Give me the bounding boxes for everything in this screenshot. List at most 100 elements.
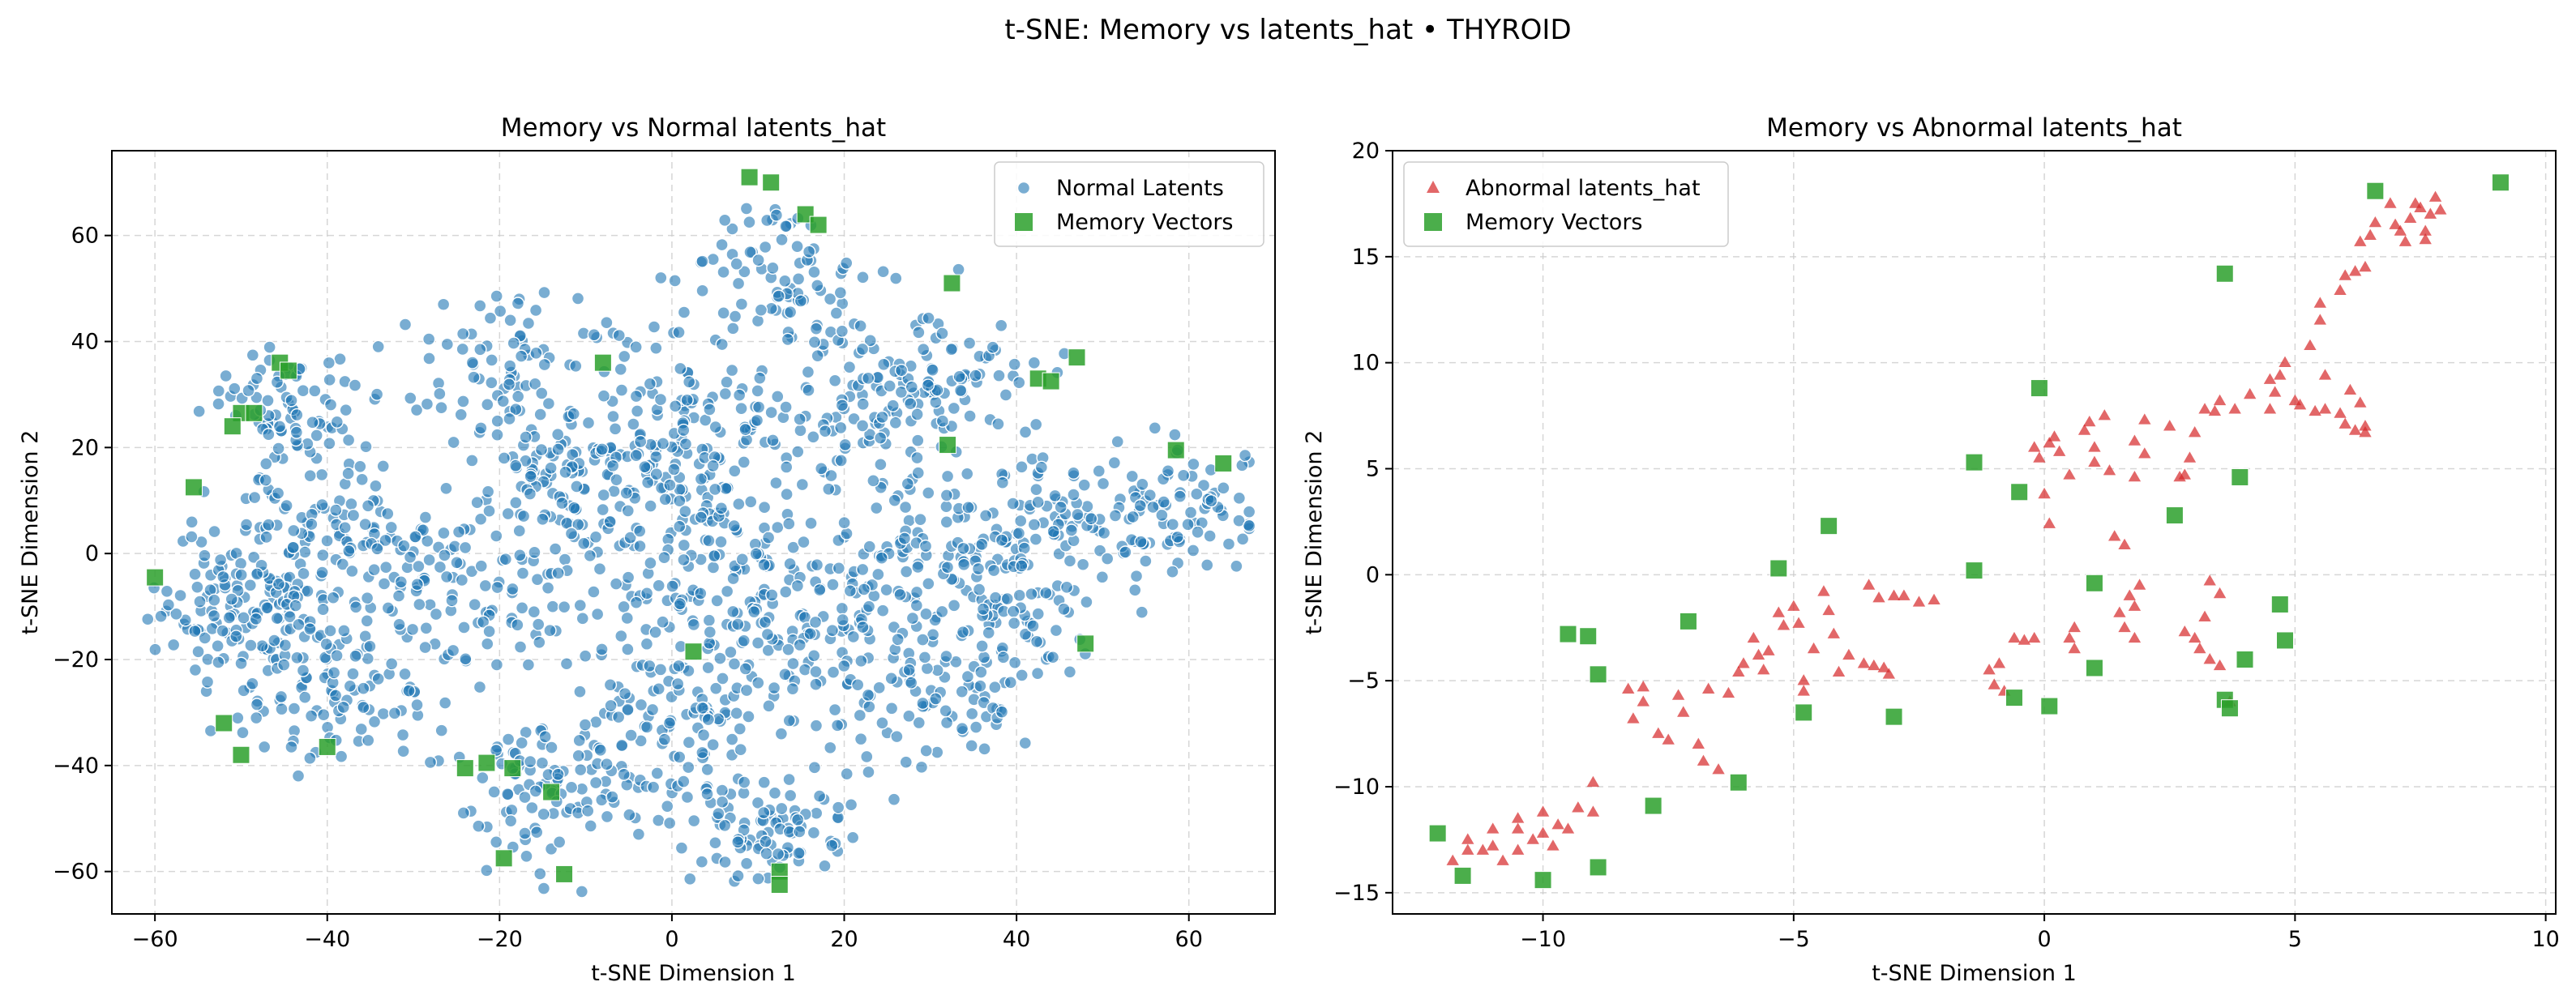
normal-point <box>875 459 887 471</box>
normal-point <box>457 807 469 819</box>
normal-point <box>732 836 744 848</box>
normal-point <box>343 434 355 446</box>
normal-point <box>360 441 372 453</box>
normal-point <box>538 287 550 299</box>
normal-point <box>306 519 318 531</box>
abnormal-point <box>2189 632 2201 643</box>
normal-point <box>424 756 436 768</box>
normal-point <box>571 480 583 493</box>
normal-point <box>668 463 680 476</box>
normal-point <box>149 643 161 655</box>
normal-point <box>486 377 498 389</box>
normal-point <box>793 847 805 860</box>
normal-point <box>1058 603 1070 615</box>
normal-point <box>1085 513 1098 525</box>
normal-point <box>477 772 489 784</box>
normal-point <box>1040 587 1052 599</box>
normal-point <box>261 602 273 614</box>
normal-point <box>973 563 985 575</box>
normal-point <box>192 646 204 658</box>
normal-point <box>484 312 496 324</box>
normal-point <box>370 480 382 492</box>
normal-point <box>1032 496 1044 508</box>
normal-point <box>558 553 571 566</box>
normal-point <box>299 691 311 703</box>
normal-point <box>657 616 669 628</box>
normal-point <box>368 715 380 728</box>
normal-point <box>1063 666 1076 678</box>
abnormal-point <box>1461 833 1474 843</box>
normal-point <box>610 474 623 486</box>
normal-point <box>186 516 198 528</box>
normal-point <box>835 421 847 433</box>
normal-point <box>862 766 875 778</box>
legend: Abnormal latents_hatMemory Vectors <box>1404 162 1728 246</box>
normal-point <box>518 510 530 523</box>
abnormal-point <box>2354 236 2366 246</box>
normal-point <box>808 650 820 662</box>
normal-point <box>996 476 1008 489</box>
normal-point <box>748 606 760 618</box>
normal-point <box>533 618 545 630</box>
normal-point <box>1187 544 1200 557</box>
normal-point <box>892 634 904 646</box>
normal-point <box>1182 519 1194 531</box>
abnormal-point <box>1737 657 1749 668</box>
normal-point <box>491 415 503 427</box>
normal-point <box>499 553 511 566</box>
normal-point <box>460 541 472 553</box>
normal-point <box>288 524 300 536</box>
normal-point <box>936 327 948 339</box>
abnormal-point <box>1672 689 1684 700</box>
normal-point <box>435 402 447 414</box>
normal-point <box>503 733 515 745</box>
normal-point <box>855 655 867 667</box>
normal-point <box>250 712 263 724</box>
normal-point <box>658 733 670 745</box>
normal-point <box>701 763 713 775</box>
normal-point <box>244 579 256 591</box>
normal-point <box>212 385 225 397</box>
normal-point <box>1166 566 1179 578</box>
normal-point <box>759 616 771 628</box>
normal-point <box>212 640 224 652</box>
normal-point <box>208 526 220 538</box>
normal-point <box>622 643 634 655</box>
normal-point <box>616 739 628 751</box>
normal-point <box>621 612 633 624</box>
normal-point <box>670 400 682 412</box>
normal-point <box>404 392 417 404</box>
normal-point <box>1109 510 1121 522</box>
normal-point <box>940 501 952 513</box>
normal-point <box>630 391 642 403</box>
normal-point <box>1134 500 1146 512</box>
normal-point <box>552 443 564 455</box>
normal-point <box>588 586 600 598</box>
normal-point <box>291 651 303 664</box>
normal-point <box>783 715 795 727</box>
abnormal-point <box>1752 649 1765 660</box>
normal-point <box>732 870 744 882</box>
normal-point <box>957 626 969 638</box>
normal-point <box>1108 457 1120 469</box>
normal-point <box>364 640 376 652</box>
x-tick-label: 5 <box>2288 927 2302 952</box>
normal-point <box>857 420 869 432</box>
normal-point <box>858 583 870 596</box>
normal-point <box>235 657 247 669</box>
normal-point <box>767 434 779 446</box>
normal-point <box>1032 608 1044 620</box>
normal-point <box>362 500 374 512</box>
normal-point <box>572 292 584 305</box>
normal-point <box>911 586 923 598</box>
normal-point <box>481 865 493 877</box>
normal-point <box>330 504 342 516</box>
memory-vector-point <box>2166 507 2183 524</box>
normal-point <box>290 426 302 438</box>
normal-point <box>824 293 837 305</box>
normal-point <box>403 685 415 697</box>
normal-point <box>193 405 205 417</box>
abnormal-point <box>2434 203 2446 214</box>
normal-point <box>306 416 319 429</box>
normal-point <box>779 275 791 287</box>
